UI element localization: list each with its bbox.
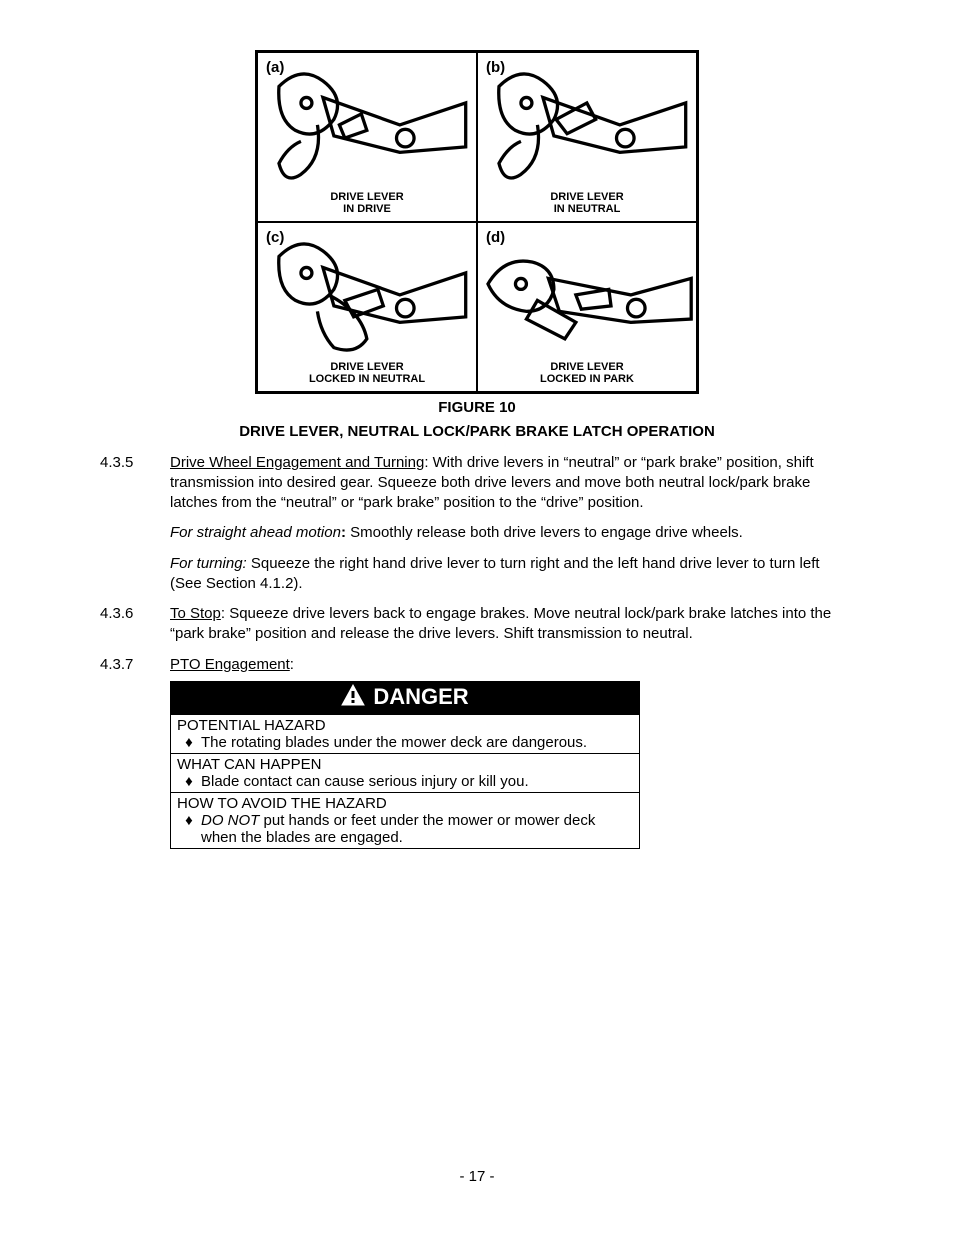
section-number: 4.3.7 (100, 655, 170, 675)
figure-title: DRIVE LEVER, NEUTRAL LOCK/PARK BRAKE LAT… (100, 422, 854, 442)
section-number: 4.3.5 (100, 453, 170, 514)
figure-caption-b: DRIVE LEVER IN NEUTRAL (550, 191, 623, 215)
danger-row: HOW TO AVOID THE HAZARD ♦ DO NOT put han… (171, 792, 640, 848)
danger-header-row: DANGER (171, 681, 640, 714)
page: (a) DRIVE LEVER IN DRIVE (b) (0, 0, 954, 1235)
danger-header-cell: DANGER (171, 681, 640, 714)
lever-diagram-icon (257, 229, 477, 361)
section-text: To Stop: Squeeze drive levers back to en… (170, 604, 854, 645)
section-435: 4.3.5 Drive Wheel Engagement and Turning… (100, 453, 854, 514)
section-title: PTO Engagement (170, 656, 290, 673)
section-body: : Squeeze drive levers back to engage br… (170, 605, 831, 642)
danger-bullet: ♦ DO NOT put hands or feet under the mow… (177, 812, 633, 846)
bullet-icon: ♦ (177, 734, 201, 751)
section-436: 4.3.6 To Stop: Squeeze drive levers back… (100, 604, 854, 645)
figure-tag: (a) (266, 59, 284, 76)
turning-rest: Squeeze the right hand drive lever to tu… (170, 555, 820, 592)
bullet-text: DO NOT put hands or feet under the mower… (201, 812, 633, 846)
straight-lead: For straight ahead motion (170, 524, 341, 541)
bullet-icon: ♦ (177, 812, 201, 846)
lever-diagram-icon (257, 59, 477, 191)
danger-bullet: ♦ The rotating blades under the mower de… (177, 734, 633, 751)
danger-header-text: DANGER (373, 684, 468, 709)
section-title: Drive Wheel Engagement and Turning (170, 454, 424, 471)
figure-cell-c: (c) DRIVE LEVER LOCKED IN NEUTRAL (257, 222, 477, 392)
figure-caption-d: DRIVE LEVER LOCKED IN PARK (540, 361, 634, 385)
figure-cell-a: (a) DRIVE LEVER IN DRIVE (257, 52, 477, 222)
lever-diagram-icon (477, 59, 697, 191)
section-body: : (290, 656, 294, 673)
turning-lead: For turning: (170, 555, 247, 572)
bullet-text: Blade contact can cause serious injury o… (201, 773, 633, 790)
section-text: Drive Wheel Engagement and Turning: With… (170, 453, 854, 514)
figure-cell-b: (b) DRIVE LEVER IN NEUTRAL (477, 52, 697, 222)
danger-bullet: ♦ Blade contact can cause serious injury… (177, 773, 633, 790)
danger-heading: WHAT CAN HAPPEN (177, 756, 633, 773)
section-text: PTO Engagement: (170, 655, 854, 675)
figure-cell-d: (d) DRIVE LEVER LOCKED IN PARK (477, 222, 697, 392)
section-title: To Stop (170, 605, 221, 622)
section-437: 4.3.7 PTO Engagement: (100, 655, 854, 675)
figure-number: FIGURE 10 (100, 398, 854, 418)
lever-diagram-icon (477, 229, 697, 361)
bullet-text: The rotating blades under the mower deck… (201, 734, 633, 751)
figure-caption-a: DRIVE LEVER IN DRIVE (330, 191, 403, 215)
figure-grid: (a) DRIVE LEVER IN DRIVE (b) (255, 50, 699, 394)
bullet-icon: ♦ (177, 773, 201, 790)
figure-tag: (c) (266, 229, 284, 246)
warning-triangle-icon (341, 684, 365, 712)
straight-rest: Smoothly release both drive levers to en… (346, 524, 743, 541)
section-number: 4.3.6 (100, 604, 170, 645)
figure-tag: (d) (486, 229, 505, 246)
danger-heading: POTENTIAL HAZARD (177, 717, 633, 734)
figure-caption-c: DRIVE LEVER LOCKED IN NEUTRAL (309, 361, 425, 385)
danger-heading: HOW TO AVOID THE HAZARD (177, 795, 633, 812)
danger-row: WHAT CAN HAPPEN ♦ Blade contact can caus… (171, 753, 640, 792)
straight-motion-para: For straight ahead motion: Smoothly rele… (170, 523, 854, 543)
turning-para: For turning: Squeeze the right hand driv… (170, 554, 854, 595)
page-number: - 17 - (0, 1168, 954, 1185)
danger-row: POTENTIAL HAZARD ♦ The rotating blades u… (171, 714, 640, 753)
danger-table: DANGER POTENTIAL HAZARD ♦ The rotating b… (170, 681, 640, 849)
figure-tag: (b) (486, 59, 505, 76)
